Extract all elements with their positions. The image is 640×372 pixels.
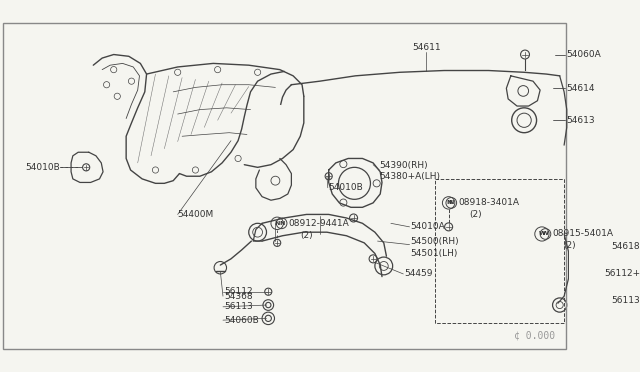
Text: 56112+A: 56112+A — [604, 269, 640, 279]
Text: 54380+A(LH): 54380+A(LH) — [380, 172, 440, 181]
Text: ¢ 0.000: ¢ 0.000 — [514, 331, 556, 341]
Text: 54060B: 54060B — [224, 316, 259, 325]
Text: 08912-9441A: 08912-9441A — [289, 219, 349, 228]
Text: 54459: 54459 — [404, 269, 433, 279]
Text: 54501(LH): 54501(LH) — [410, 249, 458, 258]
Text: 56113: 56113 — [224, 302, 253, 311]
Text: 56113: 56113 — [611, 296, 640, 305]
Text: (2): (2) — [300, 231, 313, 240]
Text: N: N — [275, 221, 280, 226]
Text: 54611: 54611 — [412, 43, 441, 52]
Text: 54390(RH): 54390(RH) — [380, 161, 428, 170]
Text: 56112: 56112 — [224, 287, 253, 296]
Text: (2): (2) — [469, 210, 482, 219]
Text: 54500(RH): 54500(RH) — [410, 237, 459, 246]
Text: 54010A: 54010A — [410, 222, 445, 231]
Text: 54010B: 54010B — [329, 183, 364, 192]
Text: N: N — [449, 201, 454, 205]
Text: 54368: 54368 — [224, 292, 253, 301]
Text: 54613: 54613 — [567, 116, 595, 125]
Text: 08918-3401A: 08918-3401A — [458, 198, 520, 207]
Text: 54010B: 54010B — [26, 163, 60, 172]
Text: W: W — [542, 231, 549, 237]
Text: 54614: 54614 — [567, 84, 595, 93]
Text: (2): (2) — [563, 241, 576, 250]
Text: N: N — [279, 221, 284, 226]
Text: 54400M: 54400M — [178, 210, 214, 219]
Text: 54618: 54618 — [611, 242, 640, 251]
Text: W: W — [538, 231, 545, 237]
Text: 54060A: 54060A — [567, 50, 602, 59]
Text: 08915-5401A: 08915-5401A — [552, 230, 614, 238]
Text: N: N — [446, 201, 451, 205]
